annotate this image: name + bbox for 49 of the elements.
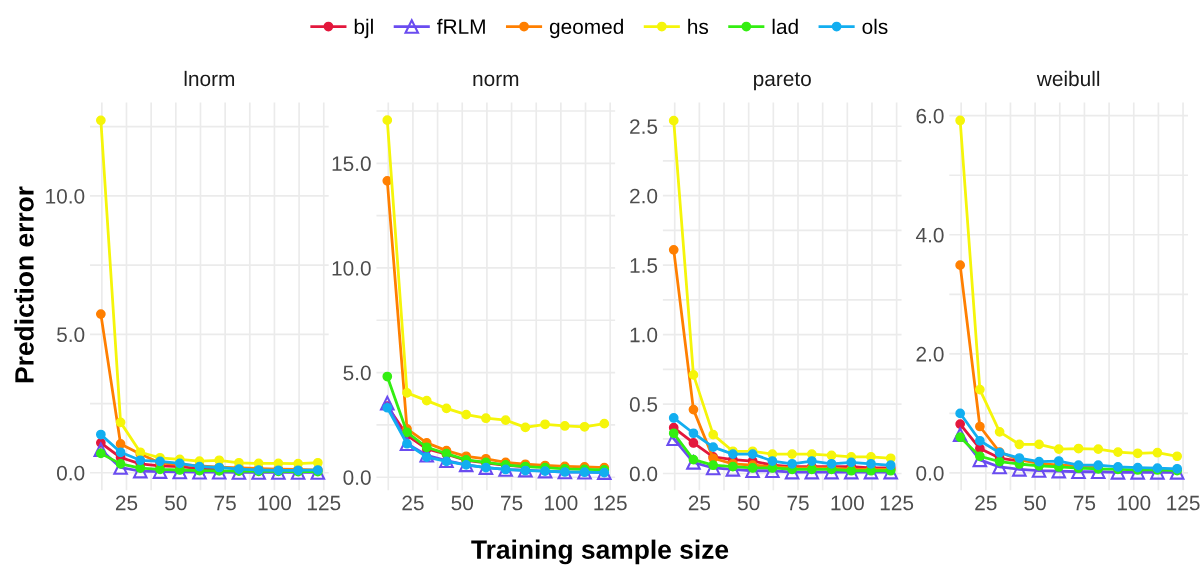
x-tick-label: 125 — [307, 495, 341, 511]
y-tick-label: 2.0 — [916, 346, 944, 362]
x-tick-label: 50 — [1024, 495, 1046, 511]
y-tick-label: 6.0 — [916, 108, 944, 124]
x-tick-label: 75 — [501, 495, 523, 511]
x-tick-label: 125 — [594, 495, 627, 511]
y-tick-label: 4.0 — [915, 227, 944, 243]
x-tick-label: 50 — [451, 495, 474, 511]
x-tick-label: 25 — [402, 495, 424, 511]
legend-label: fRLM — [437, 18, 485, 34]
y-tick-label: 0.0 — [916, 465, 944, 481]
y-tick-label: 10.0 — [46, 188, 85, 204]
y-tick-label: 0.0 — [343, 470, 371, 485]
y-tick-label: 0.5 — [629, 397, 658, 412]
x-tick-label: 25 — [115, 495, 138, 511]
y-tick-label: 5.0 — [343, 365, 371, 381]
x-tick-label: 50 — [165, 495, 187, 511]
y-tick-label: 1.0 — [630, 327, 658, 343]
chart-title: norm — [473, 74, 519, 87]
y-tick-label: 2.5 — [630, 119, 658, 134]
x-tick-label: 25 — [688, 495, 711, 511]
y-tick-label: 15.0 — [332, 156, 371, 172]
y-tick-label: 0.0 — [629, 466, 658, 482]
chart-title: lnorm — [184, 70, 235, 87]
legend-label: bjl — [354, 18, 373, 39]
x-tick-label: 50 — [737, 495, 760, 511]
y-tick-label: 0.0 — [56, 465, 85, 481]
legend-label: geomed — [549, 18, 623, 39]
chart-title: weibull — [1036, 70, 1100, 87]
x-tick-label: 100 — [831, 495, 864, 511]
x-tick-label: 125 — [880, 495, 914, 511]
chart-title: pareto — [754, 72, 811, 91]
y-tick-label: 2.0 — [630, 188, 658, 204]
x-tick-label: 75 — [787, 495, 809, 511]
x-tick-label: 75 — [214, 495, 236, 511]
x-tick-label: 100 — [258, 495, 292, 511]
y-axis-title: Prediction error — [14, 186, 34, 383]
legend-label: ols — [862, 18, 888, 35]
x-axis-title: Training sample size — [471, 539, 729, 565]
y-tick-label: 10.0 — [332, 260, 371, 276]
x-tick-label: 125 — [1167, 495, 1200, 511]
x-tick-label: 100 — [545, 495, 578, 511]
y-tick-label: 1.5 — [630, 258, 658, 273]
y-tick-label: 5.0 — [57, 327, 85, 343]
x-tick-label: 25 — [975, 495, 997, 511]
x-tick-label: 100 — [1117, 495, 1151, 511]
legend-label: hs — [688, 18, 709, 35]
x-tick-label: 75 — [1073, 495, 1096, 511]
legend-label: lad — [772, 18, 798, 35]
